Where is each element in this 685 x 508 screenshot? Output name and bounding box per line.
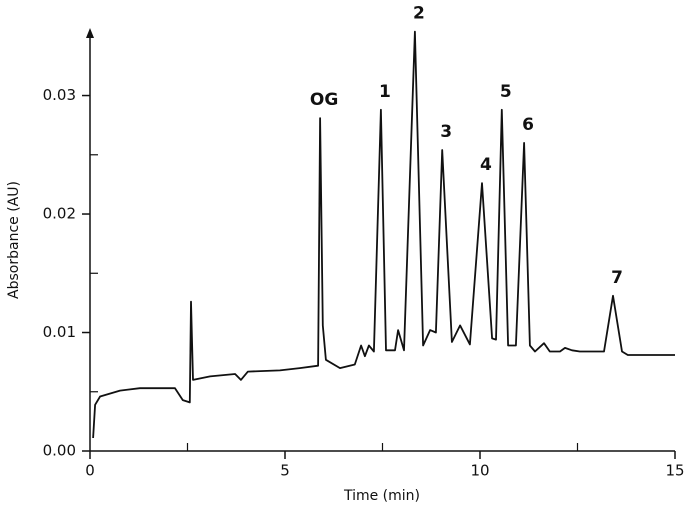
peak-label: 3 — [440, 122, 452, 142]
peak-label: 5 — [500, 82, 512, 102]
peak-label: OG — [310, 90, 338, 110]
y-axis-arrow — [86, 28, 94, 38]
y-tick-label: 0.00 — [43, 442, 76, 460]
y-tick-label: 0.02 — [43, 205, 76, 223]
x-tick-label: 0 — [85, 462, 95, 480]
peak-label: 4 — [480, 155, 492, 175]
x-tick-label: 15 — [665, 462, 684, 480]
peak-label: 7 — [611, 268, 623, 288]
peak-label: 1 — [379, 82, 391, 102]
peak-label: 2 — [413, 4, 425, 24]
y-axis-label: Absorbance (AU) — [6, 181, 22, 299]
x-tick-label: 10 — [470, 462, 489, 480]
peak-label: 6 — [522, 115, 534, 135]
trace — [92, 30, 675, 439]
y-tick-label: 0.03 — [43, 86, 76, 104]
x-tick-label: 5 — [280, 462, 290, 480]
y-tick-label: 0.01 — [43, 323, 76, 341]
x-axis-label: Time (min) — [343, 488, 420, 504]
